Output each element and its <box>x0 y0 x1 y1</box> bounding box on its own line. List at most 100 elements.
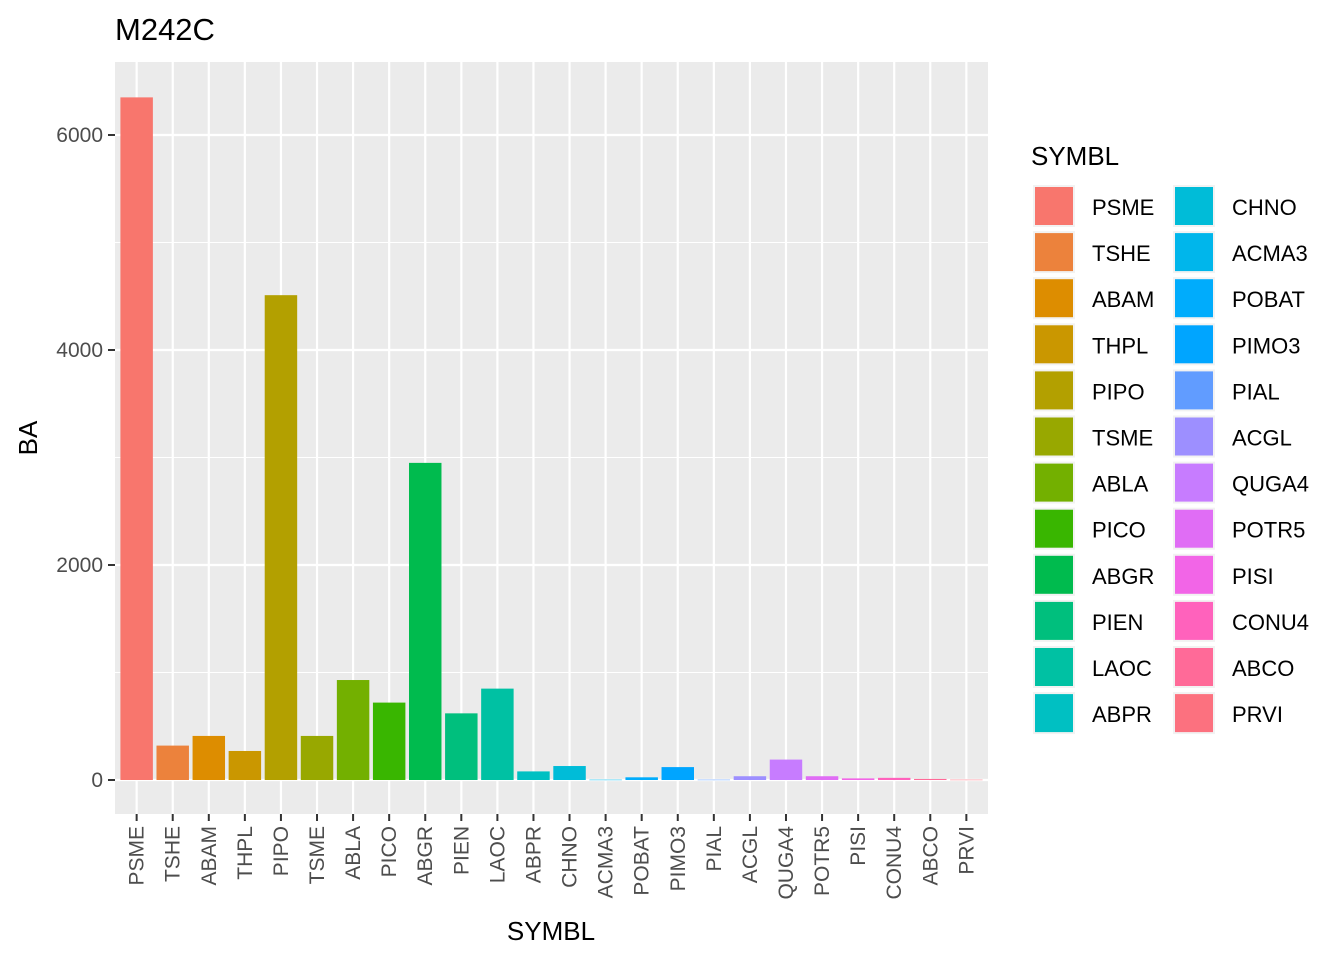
legend-swatch-pien <box>1035 601 1073 640</box>
grid-major <box>115 62 988 814</box>
x-axis-title: SYMBL <box>507 916 595 946</box>
bar-pipo <box>264 295 298 780</box>
legend-label-pipo: PIPO <box>1092 379 1145 404</box>
legend-swatch-abla <box>1035 463 1073 502</box>
legend-label-acma3: ACMA3 <box>1232 241 1308 266</box>
x-tick-label: PIAL <box>703 826 726 872</box>
bar-pimo3 <box>661 767 694 780</box>
x-tick-label: ABCO <box>919 826 942 886</box>
bar-laoc <box>481 688 514 780</box>
legend-label-pico: PICO <box>1092 518 1146 543</box>
bar-tsme <box>300 735 334 780</box>
bar-conu4 <box>877 777 911 780</box>
x-tick-label: CONU4 <box>883 826 906 900</box>
bar-acgl <box>733 776 767 780</box>
plot-panel <box>115 62 988 814</box>
x-tick-label: QUGA4 <box>775 826 798 900</box>
legend-swatch-pial <box>1175 371 1213 410</box>
legend-label-chno: CHNO <box>1232 195 1297 220</box>
legend-swatch-acma3 <box>1175 233 1213 272</box>
legend-label-abla: ABLA <box>1092 472 1149 497</box>
legend-swatch-potr5 <box>1175 509 1213 548</box>
legend-label-abgr: ABGR <box>1092 564 1154 589</box>
bars <box>120 97 983 781</box>
x-tick-label: POBAT <box>631 826 654 896</box>
legend-swatch-abam <box>1035 279 1073 318</box>
legend-swatch-tshe <box>1035 233 1073 272</box>
legend: SYMBL PSME TSHE ABAM THPL PIPO TSME ABLA PICO AB… <box>1031 141 1309 735</box>
legend-swatch-conu4 <box>1175 601 1213 640</box>
legend-label-laoc: LAOC <box>1092 656 1152 681</box>
x-tick-label: TSME <box>306 826 329 884</box>
x-axis: PSME TSHE ABAM THPL PIPO TSME ABLA PICO ABGR PIEN… <box>126 814 978 900</box>
legend-swatch-abco <box>1175 648 1213 686</box>
legend-label-pien: PIEN <box>1092 610 1143 635</box>
x-tick-label: POTR5 <box>811 826 834 896</box>
legend-swatch-chno <box>1175 187 1213 225</box>
legend-label-pisi: PISI <box>1232 564 1274 589</box>
legend-label-pimo3: PIMO3 <box>1232 333 1300 358</box>
x-tick-label: LAOC <box>486 826 509 883</box>
bar-psme <box>120 97 153 780</box>
legend-swatch-abgr <box>1035 555 1073 594</box>
x-tick-label: ACGL <box>739 826 762 883</box>
x-tick-label: PIEN <box>450 826 473 875</box>
bar-abco <box>914 778 947 780</box>
y-axis-title: BA <box>13 420 43 455</box>
bar-tshe <box>156 745 189 780</box>
bar-abgr <box>409 462 442 780</box>
x-tick-label: PISI <box>847 826 870 866</box>
y-tick-label: 6000 <box>56 124 103 147</box>
y-axis: 0 2000 4000 6000 <box>56 124 115 792</box>
bar-abla <box>336 680 370 780</box>
legend-swatch-thpl <box>1035 325 1073 364</box>
x-tick-label: ABPR <box>522 826 545 883</box>
y-tick-label: 0 <box>91 769 103 792</box>
legend-label-tshe: TSHE <box>1092 241 1151 266</box>
legend-label-pobat: POBAT <box>1232 287 1305 312</box>
legend-label-conu4: CONU4 <box>1232 610 1309 635</box>
x-tick-label: PIPO <box>270 826 293 876</box>
bar-pobat <box>625 777 658 780</box>
legend-label-pial: PIAL <box>1232 379 1280 404</box>
bar-chno <box>553 766 586 780</box>
bar-pien <box>445 713 478 780</box>
legend-label-tsme: TSME <box>1092 426 1153 451</box>
x-tick-label: ABGR <box>414 826 437 886</box>
legend-label-potr5: POTR5 <box>1232 518 1305 543</box>
x-tick-label: PIMO3 <box>667 826 690 891</box>
chart-title: M242C <box>115 12 215 47</box>
bar-abpr <box>517 771 550 780</box>
legend-swatch-psme <box>1035 187 1073 225</box>
legend-label-abco: ABCO <box>1232 656 1294 681</box>
legend-label-prvi: PRVI <box>1232 702 1283 727</box>
y-tick-label: 2000 <box>56 554 103 577</box>
legend-swatch-abpr <box>1035 694 1073 733</box>
legend-swatch-laoc <box>1035 648 1073 686</box>
legend-swatch-pobat <box>1175 279 1213 318</box>
x-tick-label: THPL <box>234 826 257 880</box>
legend-label-psme: PSME <box>1092 195 1154 220</box>
legend-swatch-acgl <box>1175 417 1213 456</box>
bar-pial <box>697 779 731 781</box>
legend-swatch-pico <box>1035 509 1073 548</box>
x-tick-label: PICO <box>378 826 401 877</box>
x-tick-label: PSME <box>126 826 149 886</box>
x-tick-label: CHNO <box>559 826 582 888</box>
x-tick-label: ABLA <box>342 826 365 880</box>
bar-prvi <box>950 779 983 781</box>
legend-swatch-tsme <box>1035 417 1073 456</box>
x-tick-label: PRVI <box>955 826 978 875</box>
bar-quga4 <box>769 759 803 780</box>
legend-swatch-prvi <box>1175 694 1213 733</box>
grid-minor <box>115 242 988 673</box>
legend-label-abpr: ABPR <box>1092 702 1152 727</box>
x-tick-label: ABAM <box>198 826 221 886</box>
legend-label-abam: ABAM <box>1092 287 1154 312</box>
x-tick-label: ACMA3 <box>595 826 618 898</box>
bar-thpl <box>228 750 262 780</box>
legend-swatch-pisi <box>1175 555 1213 594</box>
bar-abam <box>192 735 226 780</box>
legend-title: SYMBL <box>1031 141 1119 171</box>
